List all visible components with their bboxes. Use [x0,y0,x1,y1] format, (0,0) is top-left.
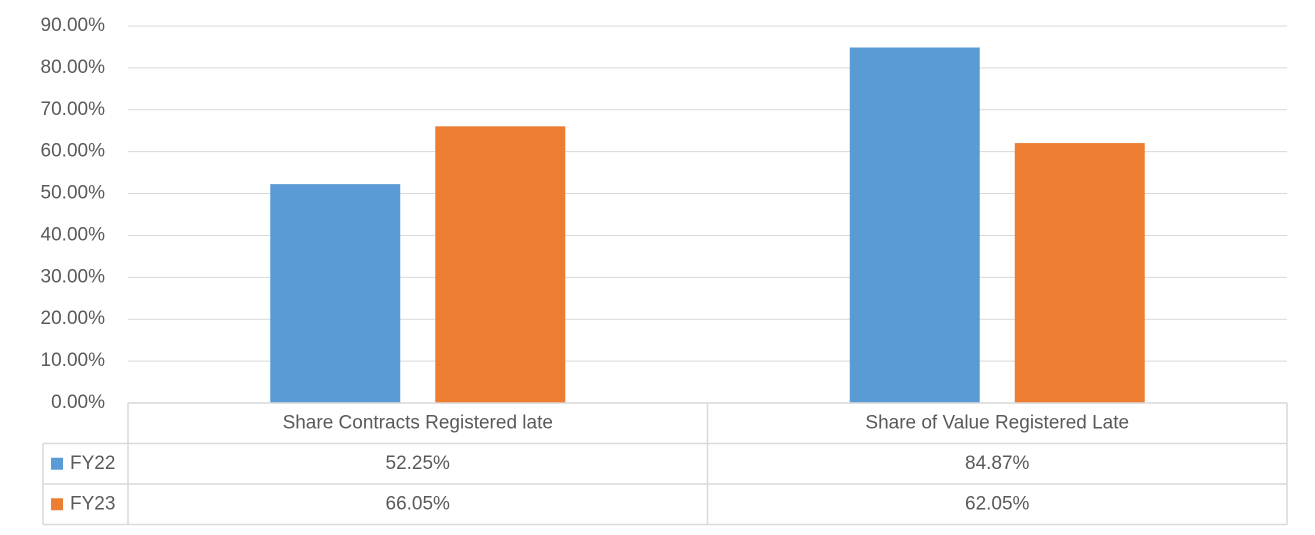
x-tick-label: Share Contracts Registered late [283,412,553,433]
y-tick-label: 70.00% [41,99,106,120]
bar [849,47,980,403]
legend-label: FY23 [70,493,115,514]
y-tick-label: 90.00% [41,15,106,36]
y-tick-label: 10.00% [41,350,106,371]
data-table-value: 84.87% [965,453,1030,474]
y-tick-label: 20.00% [41,308,106,329]
legend-label: FY22 [70,453,115,474]
legend-key [51,457,63,470]
y-tick-label: 60.00% [41,141,106,162]
y-tick-label: 50.00% [41,183,106,204]
y-tick-label: 30.00% [41,266,106,287]
x-tick-label: Share of Value Registered Late [865,412,1129,433]
bar [270,184,401,403]
bar [435,126,566,404]
legend-key [51,498,63,511]
y-tick-label: 0.00% [51,392,105,413]
y-tick-label: 80.00% [41,57,106,78]
data-table-value: 52.25% [386,453,451,474]
y-tick-label: 40.00% [41,224,106,245]
bar [1014,143,1145,403]
data-table-value: 66.05% [386,493,451,514]
data-table-value: 62.05% [965,493,1030,514]
